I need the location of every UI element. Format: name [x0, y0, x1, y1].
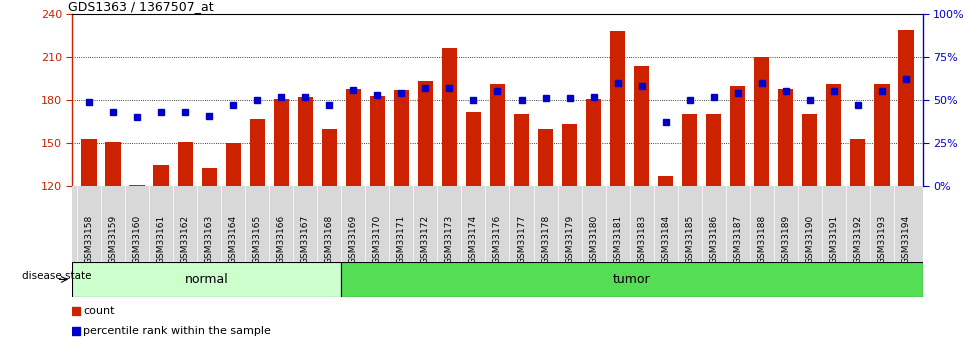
Bar: [370, 96, 385, 186]
Bar: [561, 125, 578, 186]
Bar: [81, 139, 97, 186]
Bar: [778, 89, 793, 186]
Bar: [850, 139, 866, 186]
Text: count: count: [83, 306, 115, 315]
Text: percentile rank within the sample: percentile rank within the sample: [83, 326, 270, 336]
Bar: [105, 142, 121, 186]
Bar: [466, 111, 481, 186]
Bar: [874, 84, 890, 186]
Bar: [802, 115, 817, 186]
Bar: [322, 129, 337, 186]
Bar: [129, 185, 145, 186]
Bar: [514, 115, 529, 186]
Bar: [298, 97, 313, 186]
Bar: [634, 66, 649, 186]
Bar: [202, 168, 217, 186]
Bar: [225, 143, 242, 186]
Bar: [753, 57, 770, 186]
Text: tumor: tumor: [613, 273, 651, 286]
Bar: [898, 30, 914, 186]
Bar: [610, 31, 625, 186]
Text: disease state: disease state: [22, 271, 91, 281]
Bar: [72, 262, 341, 297]
Bar: [393, 90, 410, 186]
Bar: [273, 99, 289, 186]
Bar: [490, 84, 505, 186]
Bar: [154, 165, 169, 186]
Bar: [585, 99, 602, 186]
Bar: [682, 115, 697, 186]
Bar: [826, 84, 841, 186]
Bar: [341, 262, 923, 297]
Bar: [658, 176, 673, 186]
Bar: [441, 48, 457, 186]
Bar: [538, 129, 554, 186]
Bar: [706, 115, 722, 186]
Bar: [346, 89, 361, 186]
Bar: [249, 119, 265, 186]
Text: GDS1363 / 1367507_at: GDS1363 / 1367507_at: [69, 0, 213, 13]
Bar: [730, 86, 746, 186]
Text: normal: normal: [185, 273, 229, 286]
Bar: [178, 142, 193, 186]
Bar: [417, 81, 434, 186]
